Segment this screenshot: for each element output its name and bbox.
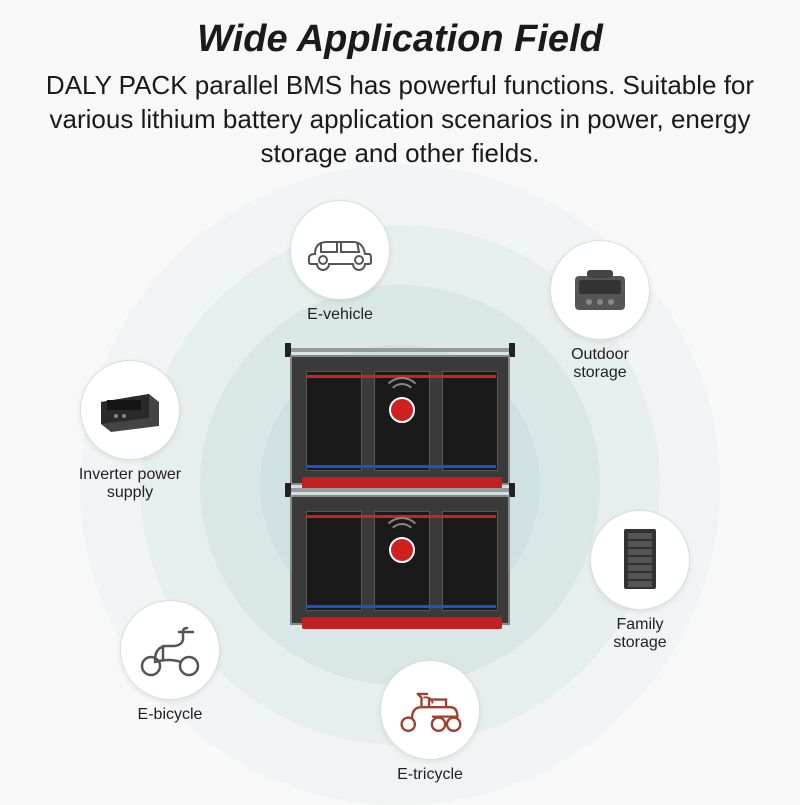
app-outdoor: Outdoor storage bbox=[530, 240, 670, 383]
app-family: Family storage bbox=[570, 510, 710, 653]
rack-icon bbox=[605, 530, 675, 590]
tricycle-icon bbox=[395, 680, 465, 740]
app-etricycle: E-tricycle bbox=[360, 660, 500, 784]
app-label: E-tricycle bbox=[360, 766, 500, 784]
scooter-icon bbox=[135, 620, 205, 680]
inverter-icon bbox=[95, 380, 165, 440]
app-evehicle: E-vehicle bbox=[270, 200, 410, 324]
app-label: Family storage bbox=[570, 616, 710, 653]
app-label: E-vehicle bbox=[270, 306, 410, 324]
powerstation-icon bbox=[565, 260, 635, 320]
app-ebicycle: E-bicycle bbox=[100, 600, 240, 724]
car-icon bbox=[305, 220, 375, 280]
battery-pack-icon bbox=[285, 345, 515, 625]
app-inverter: Inverter power supply bbox=[55, 360, 205, 503]
app-label: Outdoor storage bbox=[530, 346, 670, 383]
page-title: Wide Application Field bbox=[0, 0, 800, 61]
app-label: Inverter power supply bbox=[55, 466, 205, 503]
app-label: E-bicycle bbox=[100, 706, 240, 724]
application-diagram: E-vehicle Outdoor storage Inverter power… bbox=[0, 170, 800, 800]
page-subtitle: DALY PACK parallel BMS has powerful func… bbox=[0, 61, 800, 170]
